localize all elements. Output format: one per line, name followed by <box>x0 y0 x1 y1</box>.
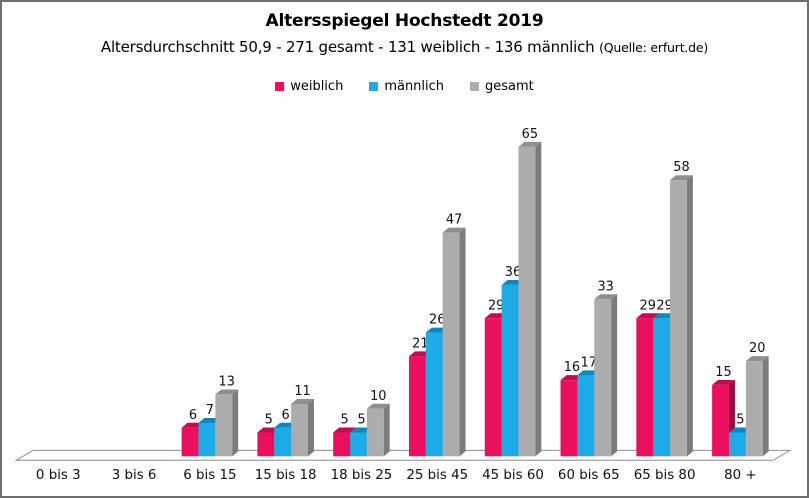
category-label-80: 80 + <box>724 468 756 483</box>
legend-item-gesamt: gesamt <box>470 79 534 94</box>
value-label-weiblich-25-bis-45: 21 <box>412 336 428 351</box>
bar-weiblich-45-bis-60 <box>484 318 502 457</box>
bar-maennlich-45-bis-60 <box>501 284 519 457</box>
bar-gesamt-45-bis-60-side <box>535 141 542 457</box>
bar-maennlich-6-bis-15 <box>198 422 216 457</box>
bar-gesamt-65-bis-80-side <box>686 175 693 457</box>
bar-gesamt-60-bis-65-side <box>611 294 618 457</box>
bar-gesamt-18-bis-25-side <box>383 403 390 457</box>
bar-maennlich-65-bis-80 <box>653 318 671 457</box>
legend-marker-gesamt <box>470 82 480 91</box>
category-label-15-bis-18: 15 bis 18 <box>255 468 317 483</box>
value-label-gesamt-18-bis-25: 10 <box>370 389 386 404</box>
category-label-65-bis-80: 65 bis 80 <box>634 468 696 483</box>
bar-gesamt-60-bis-65-top <box>594 294 618 300</box>
chart-subtitle: Altersdurchschnitt 50,9 - 271 gesamt - 1… <box>2 38 807 56</box>
category-label-0-bis-3: 0 bis 3 <box>36 468 81 483</box>
value-label-gesamt-80: 20 <box>749 341 765 356</box>
bar-gesamt-25-bis-45 <box>442 232 460 457</box>
bar-gesamt-65-bis-80 <box>670 180 687 457</box>
value-label-maennlich-80: 5 <box>736 413 744 428</box>
category-label-25-bis-45: 25 bis 45 <box>406 468 468 483</box>
value-label-gesamt-65-bis-80: 58 <box>673 160 689 175</box>
bar-gesamt-6-bis-15-side <box>232 389 239 457</box>
bar-gesamt-25-bis-45-side <box>459 227 466 457</box>
bar-maennlich-18-bis-25 <box>350 432 367 457</box>
chart-title: Altersspiegel Hochstedt 2019 <box>265 11 544 31</box>
category-label-60-bis-65: 60 bis 65 <box>558 468 620 483</box>
bar-weiblich-80-top <box>712 379 735 385</box>
bar-gesamt-25-bis-45-top <box>442 227 466 233</box>
category-label-6-bis-15: 6 bis 15 <box>183 468 236 483</box>
value-label-weiblich-45-bis-60: 29 <box>488 298 504 313</box>
value-label-weiblich-60-bis-65: 16 <box>564 360 580 375</box>
value-label-gesamt-25-bis-45: 47 <box>446 213 462 228</box>
bar-gesamt-18-bis-25-top <box>366 403 390 409</box>
bar-weiblich-18-bis-25 <box>333 432 351 457</box>
legend-label: männlich <box>384 79 445 94</box>
value-label-maennlich-18-bis-25: 5 <box>357 413 365 428</box>
bar-gesamt-60-bis-65 <box>594 299 612 457</box>
category-label-18-bis-25: 18 bis 25 <box>331 468 393 483</box>
bar-weiblich-15-bis-18 <box>257 432 275 457</box>
bar-weiblich-6-bis-15 <box>181 427 199 457</box>
bar-maennlich-25-bis-45 <box>425 332 443 457</box>
legend-item-maennlich: männlich <box>369 79 444 94</box>
bar-gesamt-45-bis-60-top <box>518 141 542 147</box>
value-label-maennlich-25-bis-45: 26 <box>429 313 445 328</box>
category-label-3-bis-6: 3 bis 6 <box>112 468 157 483</box>
bar-gesamt-15-bis-18-top <box>291 398 314 404</box>
value-label-gesamt-60-bis-65: 33 <box>597 279 613 294</box>
value-label-maennlich-45-bis-60: 36 <box>505 265 521 280</box>
bar-gesamt-15-bis-18 <box>291 403 308 457</box>
value-label-gesamt-45-bis-60: 65 <box>522 127 538 142</box>
legend-marker-maennlich <box>369 82 379 91</box>
bar-weiblich-65-bis-80 <box>636 318 654 457</box>
bar-gesamt-18-bis-25 <box>366 408 384 457</box>
bar-weiblich-65-bis-80-top <box>636 313 660 319</box>
value-label-maennlich-6-bis-15: 7 <box>206 403 214 418</box>
value-label-weiblich-65-bis-80: 29 <box>640 298 656 313</box>
bar-gesamt-80-top <box>745 356 769 362</box>
legend-label: gesamt <box>485 79 534 94</box>
bar-gesamt-80 <box>745 361 763 457</box>
bar-gesamt-45-bis-60 <box>518 146 536 457</box>
value-label-weiblich-6-bis-15: 6 <box>189 408 197 423</box>
bar-maennlich-80 <box>728 432 746 457</box>
legend-item-weiblich: weiblich <box>275 79 343 94</box>
subtitle-text: Altersdurchschnitt 50,9 - 271 gesamt - 1… <box>100 38 595 56</box>
value-label-maennlich-65-bis-80: 29 <box>656 298 672 313</box>
source-note: (Quelle: erfurt.de) <box>599 40 709 55</box>
category-label-45-bis-60: 45 bis 60 <box>482 468 544 483</box>
bar-weiblich-60-bis-65 <box>560 380 578 457</box>
value-label-gesamt-15-bis-18: 11 <box>294 384 310 399</box>
legend-marker-weiblich <box>275 82 285 91</box>
bar-maennlich-15-bis-18 <box>274 427 292 457</box>
bar-gesamt-65-bis-80-top <box>670 175 693 181</box>
legend-label: weiblich <box>290 79 344 94</box>
value-label-maennlich-15-bis-18: 6 <box>282 408 290 423</box>
bar-gesamt-80-side <box>762 356 769 457</box>
bar-gesamt-6-bis-15-top <box>215 389 239 395</box>
bar-gesamt-15-bis-18-side <box>307 398 314 457</box>
bar-weiblich-18-bis-25-top <box>333 427 356 433</box>
bar-weiblich-80 <box>712 384 729 457</box>
value-label-maennlich-60-bis-65: 17 <box>581 355 597 370</box>
bar-gesamt-6-bis-15 <box>215 394 233 457</box>
value-label-weiblich-18-bis-25: 5 <box>340 413 348 428</box>
bar-weiblich-25-bis-45 <box>408 356 426 457</box>
value-label-weiblich-15-bis-18: 5 <box>265 413 273 428</box>
legend: weiblich männlich gesamt <box>2 79 807 94</box>
bar-maennlich-60-bis-65 <box>577 375 595 457</box>
value-label-weiblich-80: 15 <box>715 365 731 380</box>
value-label-gesamt-6-bis-15: 13 <box>219 374 235 389</box>
